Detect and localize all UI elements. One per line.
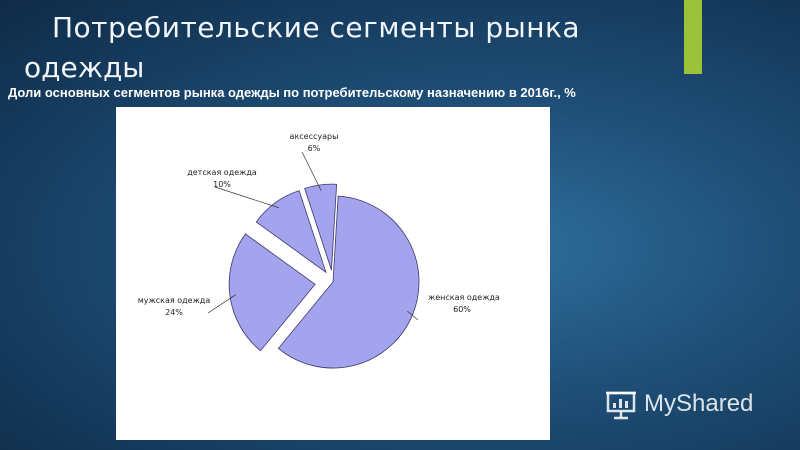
presentation-board-icon bbox=[606, 391, 636, 420]
slice-label: женская одежда bbox=[428, 293, 500, 302]
slice-label: детская одежда bbox=[187, 168, 257, 177]
slide-title-line2: одежды bbox=[24, 51, 145, 84]
accent-bar bbox=[684, 0, 702, 74]
slice-value-label: 10% bbox=[213, 180, 231, 189]
slide-title-line1: Потребительские сегменты рынка bbox=[52, 11, 581, 44]
leader-line bbox=[301, 151, 322, 191]
pie-slice bbox=[277, 195, 420, 369]
slice-value-label: 24% bbox=[165, 308, 183, 317]
watermark: MyShared bbox=[604, 384, 753, 424]
leader-line bbox=[207, 294, 237, 314]
leader-line bbox=[214, 186, 279, 209]
slice-label: мужская одежда bbox=[138, 296, 211, 305]
pie-chart: женская одежда 60% мужская одежда 24% детска… bbox=[138, 132, 500, 369]
slide-title: Потребительские сегменты рынка одежды bbox=[24, 8, 664, 88]
leader-line bbox=[407, 310, 419, 321]
pie-slice bbox=[228, 233, 316, 352]
chart-panel: женская одежда 60% мужская одежда 24% детска… bbox=[116, 107, 550, 440]
slice-label: аксессуары bbox=[290, 132, 339, 141]
slide-subtitle: Доли основных сегментов рынка одежды по … bbox=[8, 85, 576, 100]
watermark-text: MyShared bbox=[644, 390, 754, 417]
slice-value-label: 6% bbox=[308, 144, 321, 153]
pie-slice bbox=[255, 190, 327, 274]
pie-slice bbox=[304, 183, 338, 271]
slice-value-label: 60% bbox=[453, 305, 471, 314]
